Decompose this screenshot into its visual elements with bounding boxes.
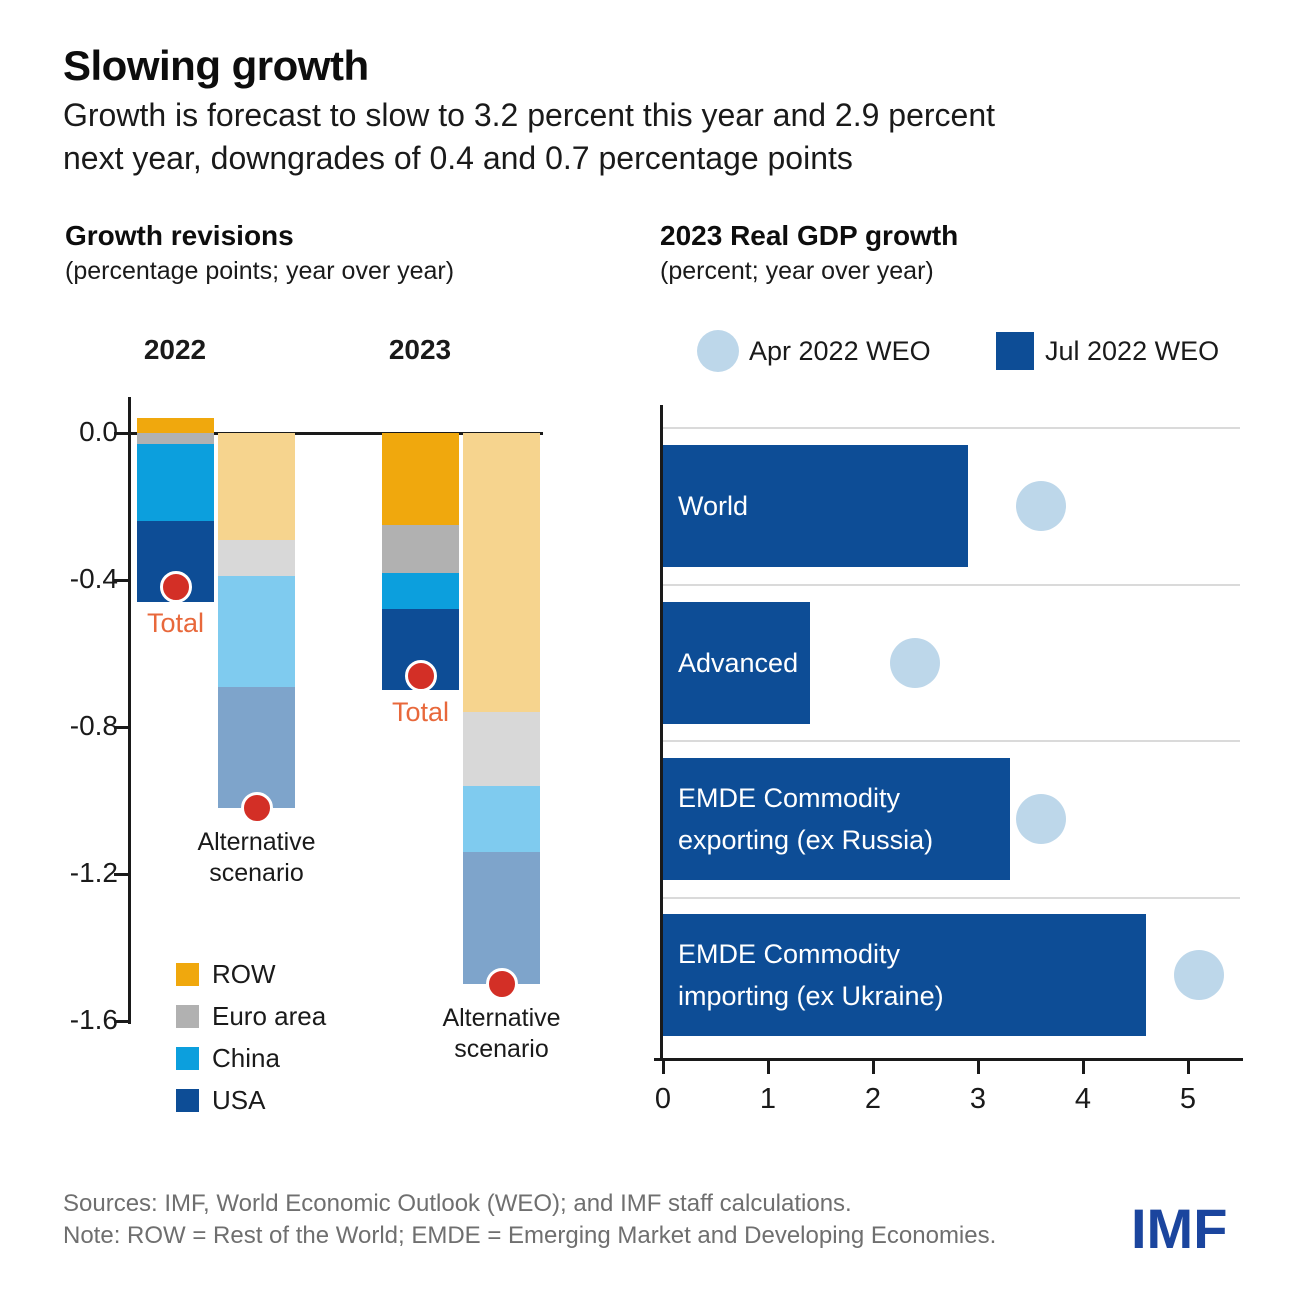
- gdp-bar-label: EMDE Commodity importing (ex Ukraine): [678, 939, 944, 1011]
- total-annotation: Total: [146, 608, 205, 639]
- bar-segment-euro-area: [137, 433, 214, 445]
- gdp-bar-world: World: [663, 445, 968, 567]
- gdp-apr-circle: [1016, 794, 1066, 844]
- page-subtitle-line-2: next year, downgrades of 0.4 and 0.7 per…: [63, 140, 853, 176]
- total-dot: [240, 791, 273, 824]
- bar-segment-china: [463, 785, 540, 852]
- alternative-scenario-annotation: Alternative scenario: [442, 1004, 561, 1064]
- x-axis-tick: [976, 1061, 980, 1074]
- y-axis-tick: [114, 431, 129, 435]
- usa-swatch-icon: [176, 1088, 199, 1112]
- group-header-2023: 2023: [388, 334, 452, 365]
- x-axis-tick-label: 4: [1074, 1083, 1092, 1115]
- total-dot: [159, 571, 192, 604]
- x-axis-line: [654, 1058, 1243, 1061]
- bar-segment-row: [218, 433, 295, 540]
- euro-area-swatch-icon: [176, 1004, 199, 1028]
- legend-label-apr-weo: Apr 2022 WEO: [749, 336, 931, 366]
- y-axis-tick: [114, 872, 129, 876]
- gridline: [660, 896, 1240, 899]
- zero-line: [128, 431, 543, 435]
- x-axis-tick: [871, 1061, 875, 1074]
- bar-segment-row: [137, 418, 214, 433]
- x-axis-zero-line: [660, 405, 663, 1058]
- y-axis-tick-label: -1.2: [69, 857, 118, 888]
- legend-label-euro-area: Euro area: [212, 1000, 327, 1031]
- apr-weo-circle-icon: [697, 330, 739, 372]
- y-axis-tick-label: -0.4: [69, 563, 118, 594]
- legend-item-row: ROW: [176, 953, 326, 995]
- gdp-apr-circle: [1016, 481, 1066, 531]
- left-chart-legend: ROW Euro area China USA: [176, 953, 326, 1121]
- legend-label-usa: USA: [212, 1084, 266, 1115]
- y-axis-line: [128, 397, 131, 1024]
- bar-segment-euro-area: [218, 539, 295, 577]
- bar-segment-usa: [218, 686, 295, 808]
- y-axis-tick: [114, 1019, 129, 1023]
- legend-label-jul-weo: Jul 2022 WEO: [1045, 336, 1220, 366]
- bar-segment-china: [137, 444, 214, 522]
- gridline: [660, 740, 1240, 742]
- gdp-apr-circle: [1173, 950, 1224, 1000]
- x-axis-tick-label: 3: [969, 1083, 987, 1115]
- row-swatch-icon: [176, 962, 199, 986]
- y-axis-tick-label: 0.0: [79, 416, 118, 447]
- total-dot: [404, 659, 437, 692]
- china-swatch-icon: [176, 1046, 199, 1070]
- imf-logo: IMF: [1131, 1197, 1228, 1260]
- total-annotation: Total: [391, 696, 450, 727]
- gdp-bar-label: World: [678, 491, 749, 521]
- gdp-bar-label: EMDE Commodity exporting (ex Russia): [678, 783, 934, 855]
- gdp-bar-emde: EMDE Commodity exporting (ex Russia): [663, 758, 1010, 880]
- gdp-apr-circle: [890, 637, 940, 688]
- bar-segment-row: [463, 433, 540, 713]
- legend-item-euro-area: Euro area: [176, 995, 326, 1037]
- x-axis-tick: [1186, 1061, 1190, 1074]
- y-axis-tick-label: -1.6: [69, 1004, 118, 1035]
- group-header-2022: 2022: [143, 334, 207, 365]
- legend-item-china: China: [176, 1037, 326, 1079]
- gdp-bar-emde: EMDE Commodity importing (ex Ukraine): [663, 914, 1146, 1036]
- left-panel-subtitle: (percentage points; year over year): [65, 257, 455, 285]
- x-axis-tick: [661, 1061, 665, 1074]
- gdp-bar-label: Advanced: [678, 647, 799, 678]
- x-axis-tick-label: 1: [759, 1083, 777, 1115]
- jul-weo-square-icon: [996, 332, 1034, 370]
- x-axis-tick: [766, 1061, 770, 1074]
- x-axis-tick-label: 5: [1179, 1083, 1197, 1115]
- total-dot: [485, 968, 518, 1001]
- page-title: Slowing growth: [63, 42, 369, 89]
- left-panel-title: Growth revisions: [65, 220, 294, 251]
- alternative-scenario-annotation: Alternative scenario: [197, 827, 316, 887]
- right-panel-title: 2023 Real GDP growth: [660, 220, 959, 251]
- bar-segment-euro-area: [382, 524, 459, 573]
- y-axis-tick-label: -0.8: [69, 710, 118, 741]
- x-axis-tick-label: 0: [654, 1083, 672, 1115]
- bar-segment-usa: [463, 851, 540, 985]
- bar-segment-row: [382, 433, 459, 525]
- x-axis-tick: [1081, 1061, 1085, 1074]
- footer-sources: Sources: IMF, World Economic Outlook (WE…: [63, 1190, 852, 1217]
- legend-item-usa: USA: [176, 1079, 326, 1121]
- legend-label-china: China: [212, 1042, 280, 1073]
- legend-label-row: ROW: [212, 958, 276, 989]
- right-panel-subtitle: (percent; year over year): [660, 257, 934, 285]
- y-axis-tick: [114, 578, 129, 582]
- page-subtitle-line-1: Growth is forecast to slow to 3.2 percen…: [63, 97, 996, 133]
- footer-note: Note: ROW = Rest of the World; EMDE = Em…: [63, 1222, 997, 1249]
- gdp-bar-advanced: Advanced: [663, 601, 810, 724]
- bar-segment-china: [382, 572, 459, 610]
- bar-segment-china: [218, 576, 295, 687]
- gridline: [660, 583, 1240, 586]
- x-axis-tick-label: 2: [864, 1083, 882, 1115]
- gridline: [660, 427, 1240, 429]
- y-axis-tick: [114, 725, 129, 729]
- bar-segment-euro-area: [463, 712, 540, 786]
